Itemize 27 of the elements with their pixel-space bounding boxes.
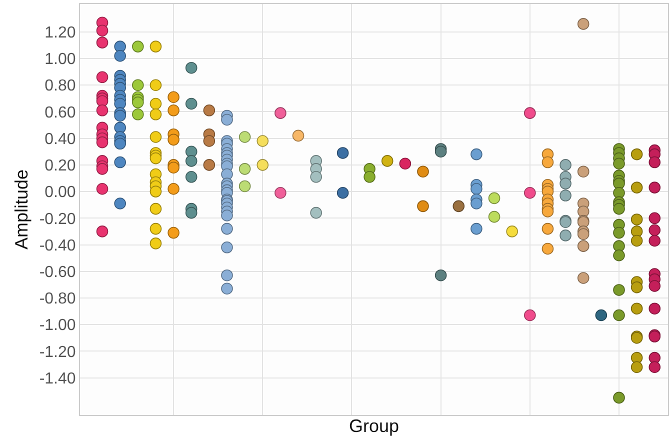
point	[381, 155, 394, 167]
y-tick-label: 0.40	[44, 130, 76, 148]
y-tick-label: 0.60	[44, 104, 76, 122]
point	[292, 130, 304, 142]
point	[221, 269, 233, 282]
y-tick-label: -1.40	[39, 370, 76, 388]
y-tick-label: 1.20	[44, 24, 76, 42]
y-tick-label: -0.40	[39, 237, 76, 254]
point	[221, 282, 233, 295]
y-tick-label: 0.20	[44, 158, 76, 175]
point	[221, 210, 233, 222]
point	[221, 242, 233, 254]
point	[452, 200, 465, 212]
x-axis-title: Group	[348, 416, 400, 436]
point	[595, 309, 608, 322]
y-tick-label: -0.80	[39, 290, 76, 308]
y-tick-label: -0.60	[39, 264, 76, 281]
y-tick-label: 0.80	[44, 78, 76, 95]
y-tick-label: -1.00	[39, 317, 76, 334]
y-tick-label: 0.00	[44, 184, 76, 202]
point	[221, 222, 233, 235]
y-tick-label: -1.20	[39, 344, 76, 361]
y-tick-label: 1.00	[44, 51, 76, 68]
point	[506, 226, 518, 238]
point	[399, 158, 412, 170]
y-tick-label: -0.20	[39, 210, 76, 228]
y-axis-title: Amplitude	[12, 169, 32, 250]
